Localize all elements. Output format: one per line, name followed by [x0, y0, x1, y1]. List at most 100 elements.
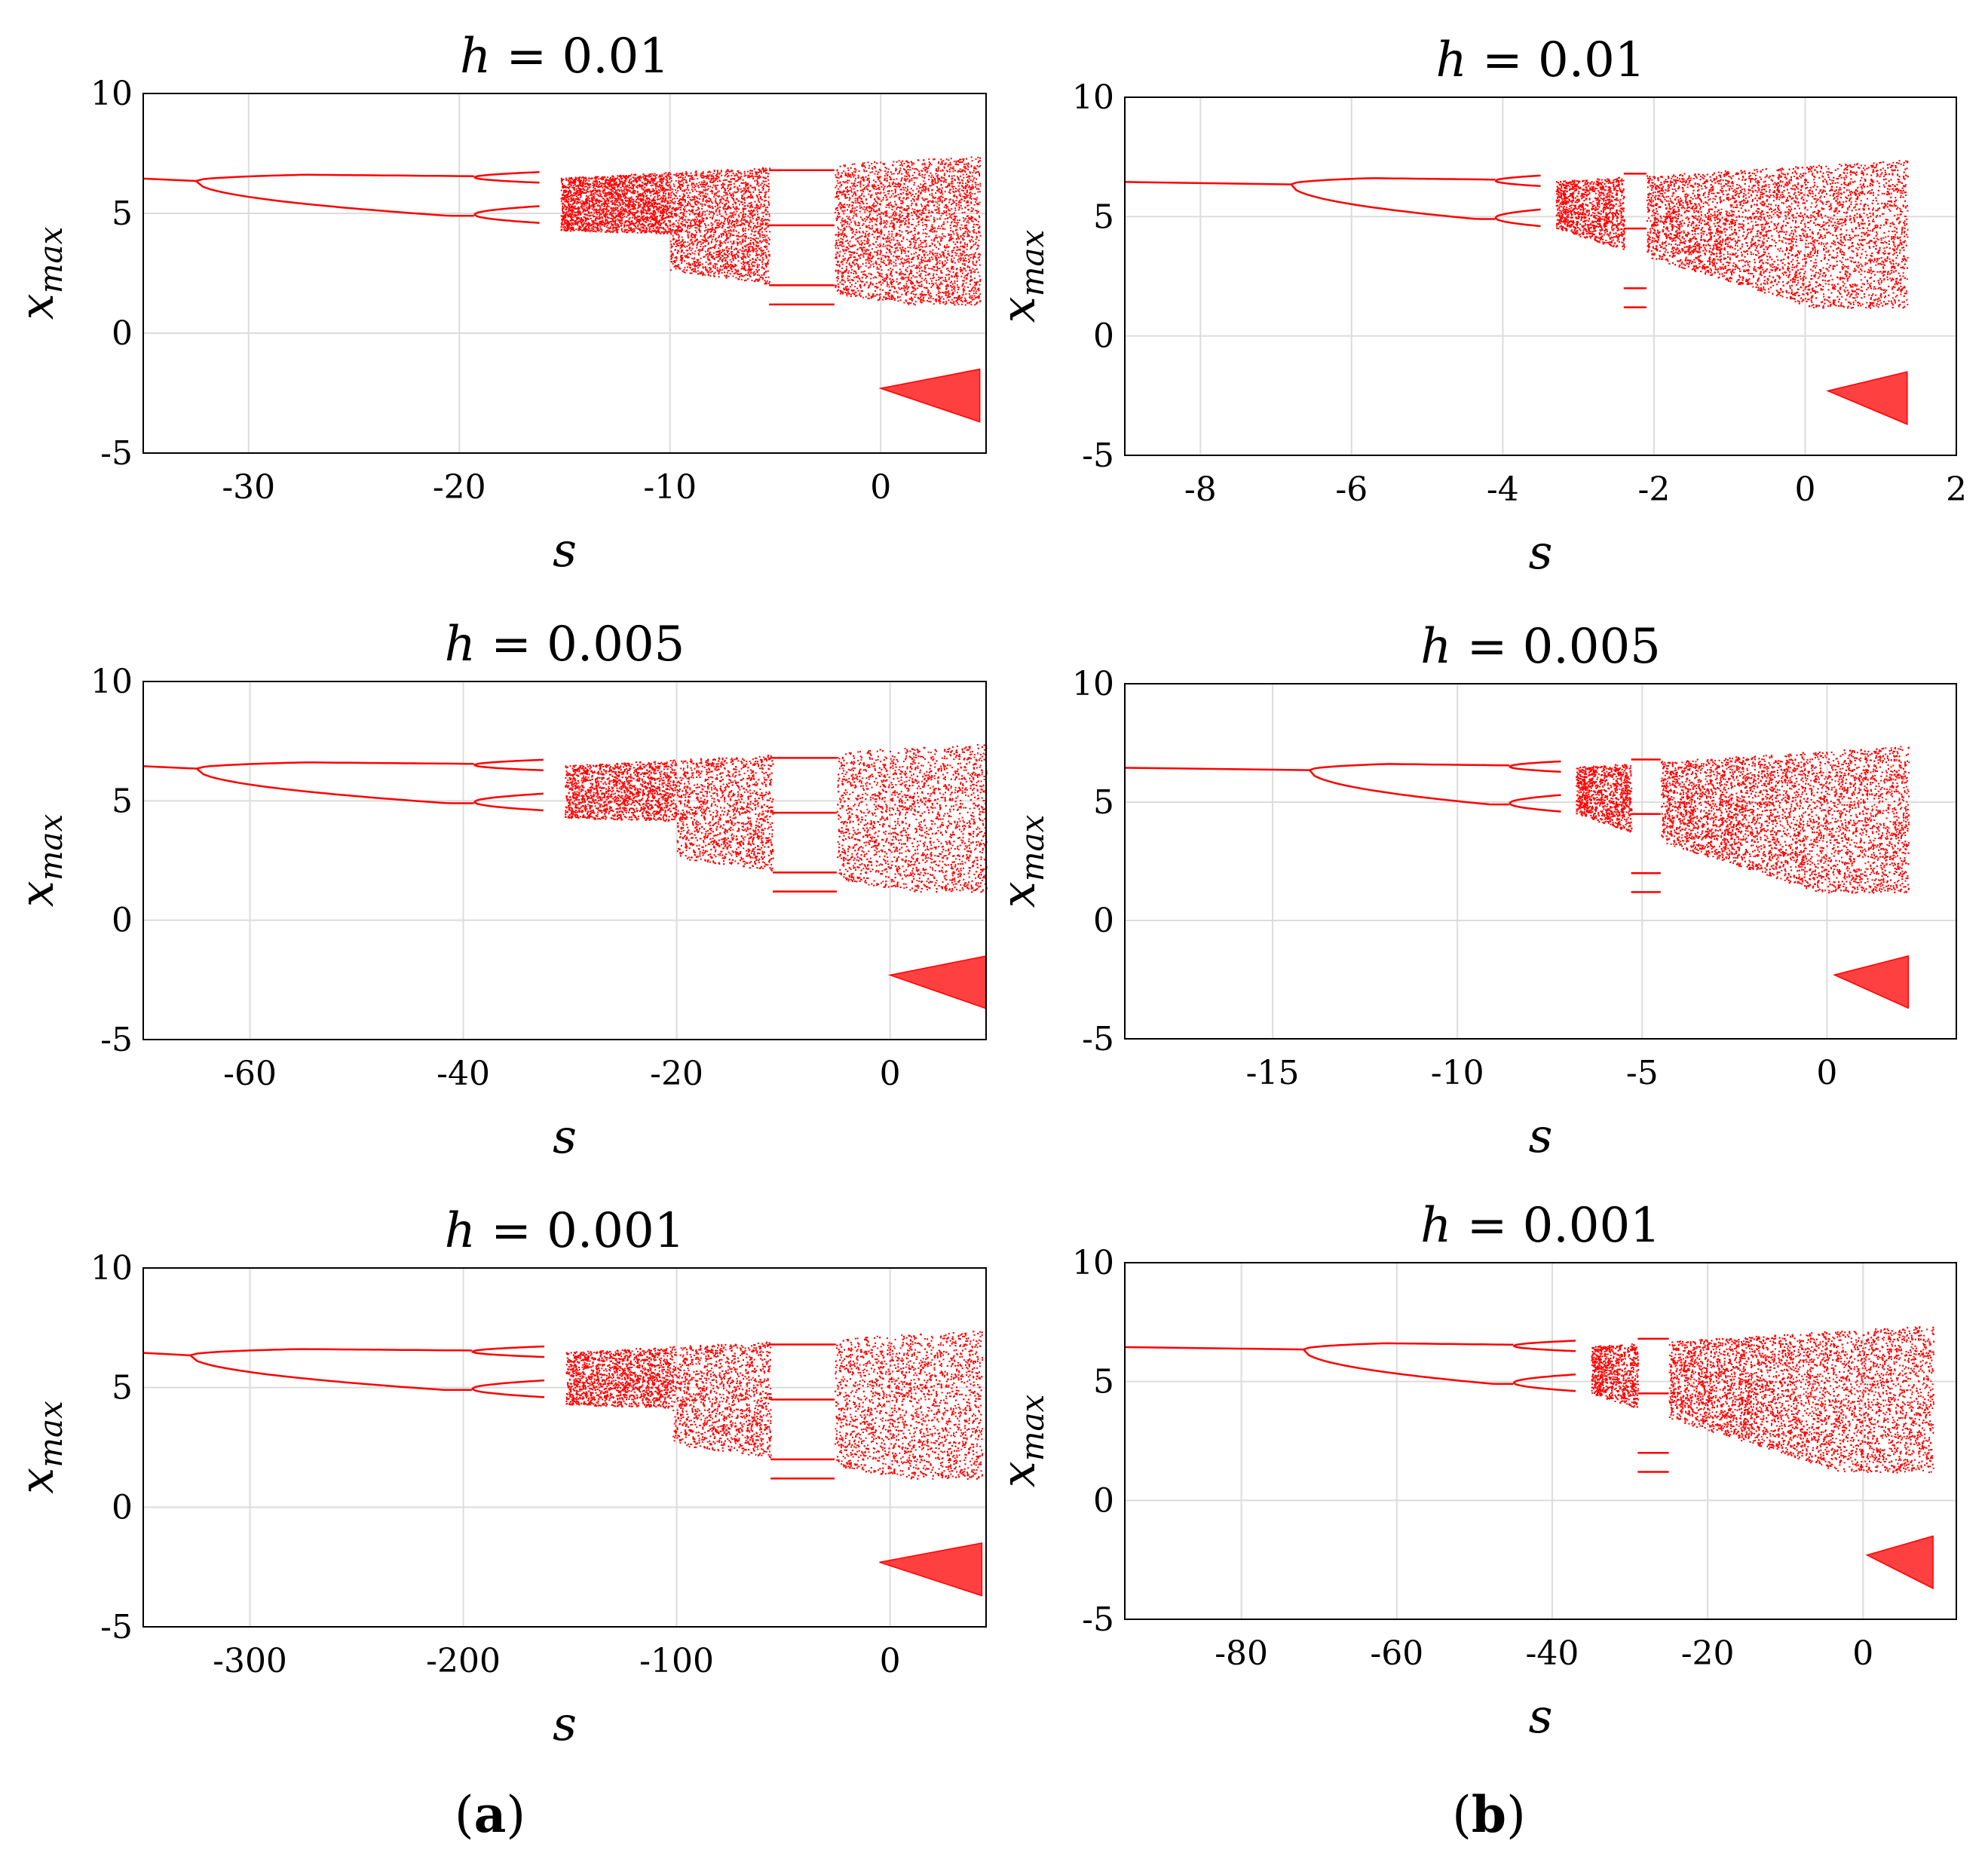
scatter-point [589, 198, 590, 199]
scatter-point [926, 252, 927, 253]
scatter-point [842, 191, 844, 193]
scatter-point [656, 233, 657, 234]
scatter-point [649, 213, 651, 215]
figure-label-b: (b) [1452, 1785, 1526, 1844]
scatter-point [958, 209, 960, 210]
scatter-point [580, 195, 582, 197]
scatter-point [905, 262, 907, 263]
scatter-point [956, 222, 957, 224]
scatter-point [580, 201, 581, 203]
scatter-point [853, 171, 855, 173]
scatter-point [884, 225, 886, 227]
scatter-point [868, 295, 870, 296]
scatter-point [742, 253, 743, 254]
scatter-point [715, 241, 717, 243]
scatter-point [931, 283, 933, 284]
scatter-point [960, 205, 962, 207]
scatter-point [914, 277, 916, 278]
scatter-point [627, 186, 629, 188]
scatter-point [930, 250, 931, 252]
scatter-point [862, 271, 864, 273]
scatter-point [913, 211, 914, 213]
scatter-point [730, 233, 731, 234]
scatter-point [629, 187, 630, 188]
scatter-point [731, 271, 733, 272]
scatter-point [671, 231, 672, 232]
scatter-point [912, 259, 914, 260]
scatter-point [762, 237, 764, 238]
scatter-point [719, 207, 721, 208]
scatter-point [741, 279, 743, 280]
scatter-point [936, 255, 938, 256]
scatter-point [945, 186, 947, 188]
scatter-point [976, 242, 977, 243]
scatter-point [957, 284, 958, 286]
scatter-point [687, 231, 688, 233]
scatter-point [979, 293, 981, 295]
scatter-point [973, 208, 974, 210]
scatter-point [896, 169, 897, 170]
scatter-point [655, 212, 657, 213]
scatter-point [761, 220, 762, 222]
scatter-point [737, 187, 738, 188]
scatter-point [899, 234, 900, 235]
scatter-point [614, 198, 616, 199]
scatter-point [759, 225, 761, 227]
scatter-point [948, 250, 949, 252]
scatter-point [712, 193, 713, 194]
scatter-point [856, 253, 858, 254]
scatter-point [891, 195, 893, 197]
scatter-point [960, 227, 961, 228]
scatter-point [767, 207, 768, 208]
scatter-point [968, 222, 969, 224]
scatter-point [915, 289, 917, 290]
scatter-point [565, 179, 567, 181]
scatter-point [663, 173, 665, 175]
scatter-point [685, 216, 687, 217]
scatter-point [880, 162, 881, 164]
scatter-point [846, 262, 847, 264]
scatter-point [691, 248, 693, 250]
scatter-point [594, 188, 596, 189]
scatter-point [708, 242, 709, 243]
scatter-point [929, 194, 930, 195]
scatter-point [562, 203, 564, 204]
scatter-point [604, 188, 605, 190]
scatter-point [902, 187, 904, 188]
scatter-point [933, 198, 934, 199]
scatter-point [576, 188, 577, 190]
scatter-point [707, 271, 709, 273]
scatter-point [686, 211, 688, 213]
scatter-point [927, 292, 929, 293]
scatter-point [881, 259, 882, 260]
scatter-point [979, 175, 980, 176]
scatter-point [853, 212, 855, 213]
scatter-point [700, 195, 701, 197]
scatter-point [677, 253, 678, 254]
scatter-point [838, 198, 840, 200]
scatter-point [678, 236, 680, 237]
scatter-point [747, 274, 749, 276]
scatter-point [714, 247, 715, 249]
scatter-point [931, 280, 933, 282]
scatter-point [936, 173, 937, 174]
scatter-point [855, 178, 856, 179]
scatter-point [633, 199, 634, 201]
scatter-point [954, 290, 956, 292]
scatter-point [856, 288, 858, 289]
scatter-point [745, 188, 746, 189]
scatter-point [961, 189, 963, 191]
scatter-point [928, 210, 930, 211]
scatter-point [973, 261, 974, 262]
figure: (a) (b) -30 -20 -10 0-50510h = 0.01sxmax-8-… [0, 0, 1988, 1859]
scatter-point [913, 256, 914, 258]
scatter-point [962, 182, 963, 184]
scatter-point [737, 270, 739, 271]
scatter-point [964, 196, 966, 198]
scatter-point [685, 241, 686, 243]
scatter-point [734, 175, 736, 176]
scatter-point [934, 228, 936, 229]
scatter-point [705, 239, 706, 240]
scatter-point [959, 188, 960, 190]
scatter-point [911, 277, 912, 279]
